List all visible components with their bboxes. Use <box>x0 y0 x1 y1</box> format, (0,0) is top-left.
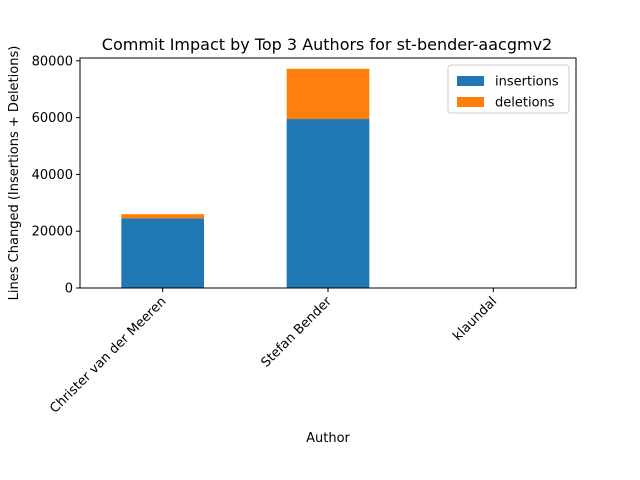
bar-deletions-0 <box>121 214 204 219</box>
y-axis-label: Lines Changed (Insertions + Deletions) <box>7 46 22 301</box>
y-tick-label: 0 <box>65 282 73 297</box>
y-tick-label: 20000 <box>32 225 73 240</box>
legend-swatch-deletions <box>457 97 484 107</box>
legend-label-insertions: insertions <box>495 75 559 90</box>
y-tick-label: 80000 <box>32 54 73 69</box>
x-axis-ticks: Christer van der Meeren Stefan Bender klau… <box>47 288 500 416</box>
y-axis-ticks: 0 20000 40000 60000 80000 <box>32 54 80 297</box>
x-tick-label: Christer van der Meeren <box>47 294 169 416</box>
x-tick-label: klaundal <box>450 294 500 344</box>
legend-swatch-insertions <box>457 76 484 86</box>
y-tick-label: 40000 <box>32 168 73 183</box>
bars <box>121 68 370 289</box>
x-axis-label: Author <box>306 431 350 446</box>
bar-deletions-1 <box>286 68 370 120</box>
bar-insertions-0 <box>121 218 204 288</box>
plot-frame <box>79 57 577 289</box>
legend: insertions deletions <box>447 64 570 114</box>
bar-insertions-1 <box>286 119 370 289</box>
x-tick-label: Stefan Bender <box>258 294 335 371</box>
legend-label-deletions: deletions <box>495 96 555 111</box>
chart-title: Commit Impact by Top 3 Authors for st-be… <box>102 35 552 54</box>
y-tick-label: 60000 <box>32 111 73 126</box>
